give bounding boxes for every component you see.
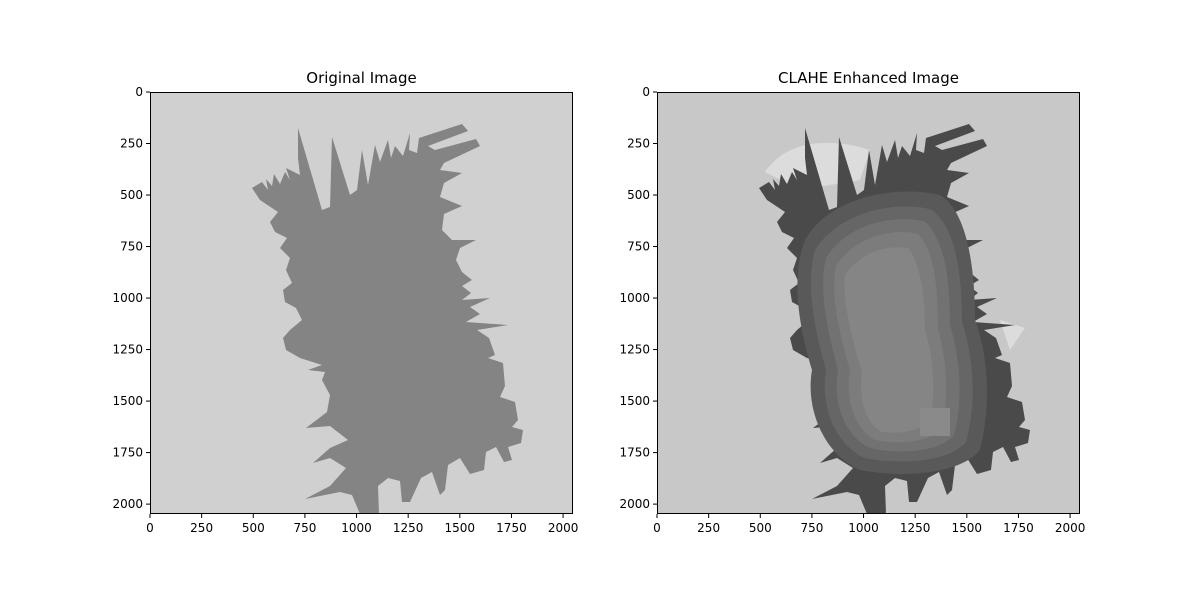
original-image-y-tick-label: 1000	[112, 291, 143, 305]
clahe-image-y-tick-label: 500	[627, 188, 650, 202]
original-image-y-tick-label: 1750	[112, 446, 143, 460]
clahe-image-y-tick-label: 1500	[619, 394, 650, 408]
clahe-image-ticks: 0 250 500 750 1000 1250 1500 1750 20000250500750…	[619, 85, 1085, 535]
clahe-contour-5	[844, 247, 934, 433]
original-image-x-tick-label: 1500	[445, 521, 476, 535]
clahe-image-x-tick-label: 1000	[848, 521, 879, 535]
clahe-image-halo	[765, 142, 1025, 350]
original-image-ticks: 0 250 500 750 1000 1250 1500 1750 20000250500750…	[112, 85, 578, 535]
clahe-image-y-tick-label: 0	[642, 85, 650, 99]
original-image-y-tick-label: 0	[135, 85, 143, 99]
original-image-x-tick-label: 2000	[548, 521, 579, 535]
clahe-image-x-tick-label: 500	[749, 521, 772, 535]
clahe-image-x-tick-label: 250	[697, 521, 720, 535]
clahe-image-y-tick-label: 1750	[619, 446, 650, 460]
clahe-image-y-tick-label: 250	[627, 137, 650, 151]
clahe-contour-block	[920, 408, 950, 436]
clahe-image-y-tick-label: 1250	[619, 343, 650, 357]
original-image-x-tick-label: 500	[242, 521, 265, 535]
clahe-image-title: CLAHE Enhanced Image	[778, 69, 959, 87]
original-image-y-tick-label: 250	[120, 137, 143, 151]
original-image-x-tick-label: 1250	[393, 521, 424, 535]
original-image-x-tick-label: 250	[190, 521, 213, 535]
clahe-image-x-tick-label: 1500	[952, 521, 983, 535]
clahe-image-x-tick-label: 750	[800, 521, 823, 535]
clahe-image-x-tick-label: 0	[653, 521, 661, 535]
original-image-panel: Original Image 0 250 500 750 1000 1250 1500 175…	[112, 69, 578, 535]
clahe-image-x-tick-label: 1250	[900, 521, 931, 535]
clahe-image-y-tick-label: 750	[627, 240, 650, 254]
original-image-shape	[252, 124, 523, 514]
clahe-image-y-tick-label: 2000	[619, 497, 650, 511]
clahe-image-raster	[657, 92, 1080, 514]
original-image-y-tick-label: 1250	[112, 343, 143, 357]
clahe-image-x-tick-label: 2000	[1055, 521, 1086, 535]
original-image-raster	[150, 92, 573, 514]
clahe-image-y-tick-label: 1000	[619, 291, 650, 305]
original-image-title: Original Image	[306, 69, 416, 87]
clahe-image-panel: CLAHE Enhanced Image 0 250 500 750 1000 1250 1…	[619, 69, 1085, 535]
clahe-image-x-tick-label: 1750	[1003, 521, 1034, 535]
original-image-x-tick-label: 1750	[496, 521, 527, 535]
original-image-y-tick-label: 500	[120, 188, 143, 202]
clahe-image-frame	[657, 92, 1080, 514]
original-image-frame	[150, 92, 573, 514]
original-image-y-tick-label: 750	[120, 240, 143, 254]
original-image-y-tick-label: 1500	[112, 394, 143, 408]
original-image-x-tick-label: 1000	[341, 521, 372, 535]
original-image-x-tick-label: 0	[146, 521, 154, 535]
original-image-y-tick-label: 2000	[112, 497, 143, 511]
original-image-x-tick-label: 750	[293, 521, 316, 535]
